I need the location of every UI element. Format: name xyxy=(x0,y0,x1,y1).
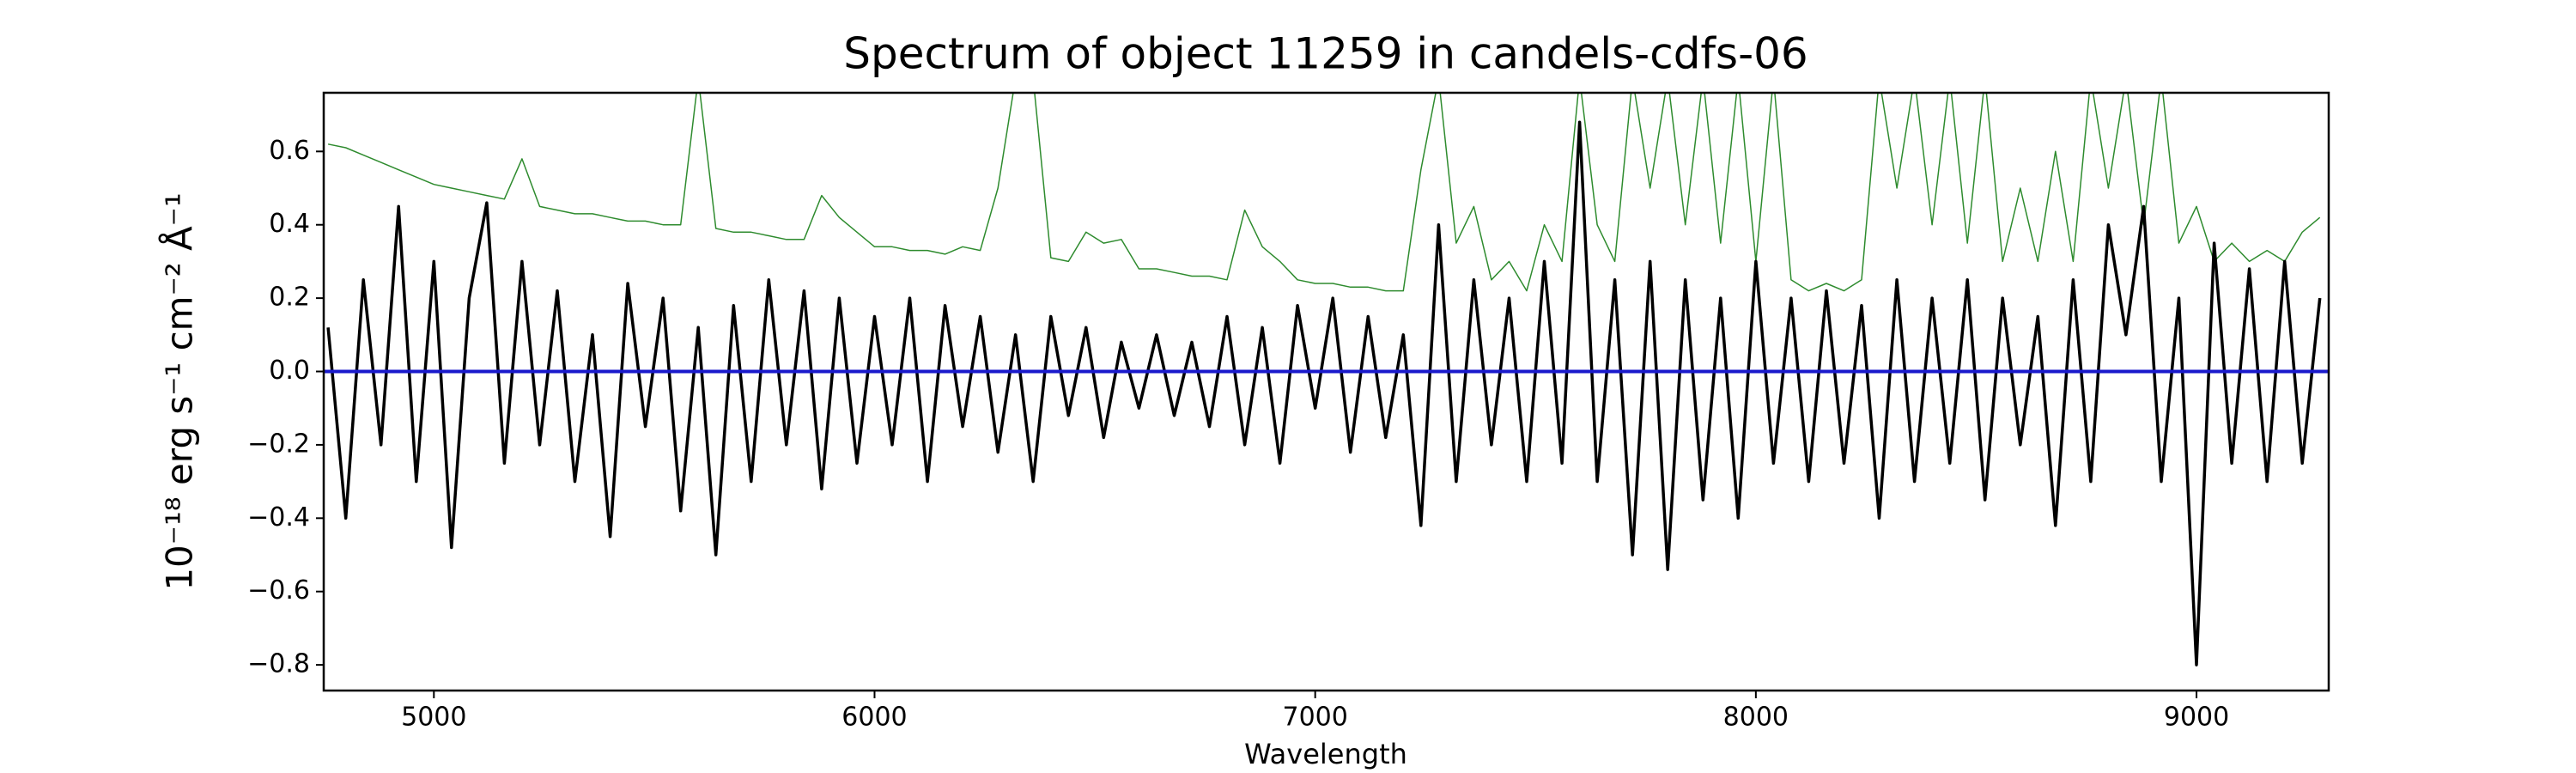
x-tick-label: 9000 xyxy=(2164,703,2229,733)
y-tick-label: 0.0 xyxy=(269,356,310,386)
y-axis-label: 10⁻¹⁸ erg s⁻¹ cm⁻² Å⁻¹ xyxy=(158,192,201,590)
x-tick-label: 8000 xyxy=(1723,703,1789,733)
x-tick-label: 6000 xyxy=(841,703,907,733)
chart-title: Spectrum of object 11259 in candels-cdfs… xyxy=(843,29,1808,79)
axes-frame xyxy=(322,91,2330,692)
x-tick-label: 5000 xyxy=(401,703,466,733)
y-tick-label: −0.6 xyxy=(247,575,310,606)
y-tick-label: 0.4 xyxy=(269,209,310,239)
y-tick-label: 0.2 xyxy=(269,283,310,313)
spectrum-line xyxy=(327,93,2321,292)
spectrum-line xyxy=(326,120,2322,666)
plot-area xyxy=(324,93,2329,666)
x-tick-label: 7000 xyxy=(1282,703,1347,733)
x-axis-label: Wavelength xyxy=(1244,738,1407,770)
y-tick-label: −0.4 xyxy=(247,502,310,533)
y-tick-label: −0.2 xyxy=(247,429,310,459)
y-tick-label: 0.6 xyxy=(269,136,310,166)
y-tick-label: −0.8 xyxy=(247,649,310,679)
